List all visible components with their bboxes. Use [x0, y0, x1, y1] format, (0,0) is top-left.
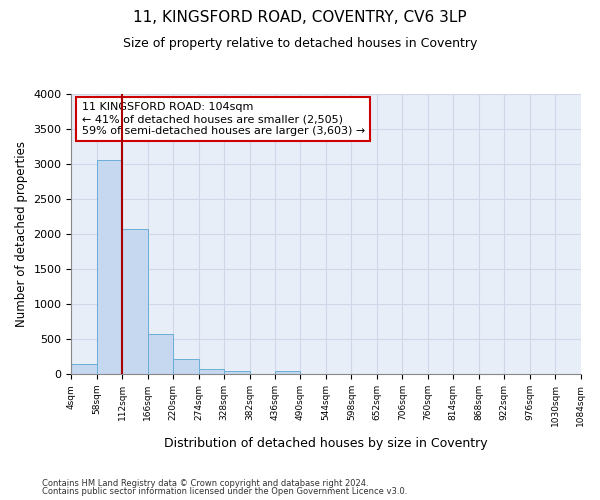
X-axis label: Distribution of detached houses by size in Coventry: Distribution of detached houses by size … — [164, 437, 488, 450]
Bar — [275, 370, 301, 374]
Y-axis label: Number of detached properties: Number of detached properties — [15, 141, 28, 327]
Bar — [173, 360, 199, 374]
Text: 11 KINGSFORD ROAD: 104sqm
← 41% of detached houses are smaller (2,505)
59% of se: 11 KINGSFORD ROAD: 104sqm ← 41% of detac… — [82, 102, 365, 136]
Text: Contains HM Land Registry data © Crown copyright and database right 2024.: Contains HM Land Registry data © Crown c… — [42, 478, 368, 488]
Bar — [199, 370, 224, 374]
Text: 11, KINGSFORD ROAD, COVENTRY, CV6 3LP: 11, KINGSFORD ROAD, COVENTRY, CV6 3LP — [133, 10, 467, 25]
Bar — [224, 370, 250, 374]
Bar — [97, 160, 122, 374]
Bar — [71, 364, 97, 374]
Text: Size of property relative to detached houses in Coventry: Size of property relative to detached ho… — [123, 38, 477, 51]
Bar — [148, 334, 173, 374]
Text: Contains public sector information licensed under the Open Government Licence v3: Contains public sector information licen… — [42, 487, 407, 496]
Bar — [122, 229, 148, 374]
